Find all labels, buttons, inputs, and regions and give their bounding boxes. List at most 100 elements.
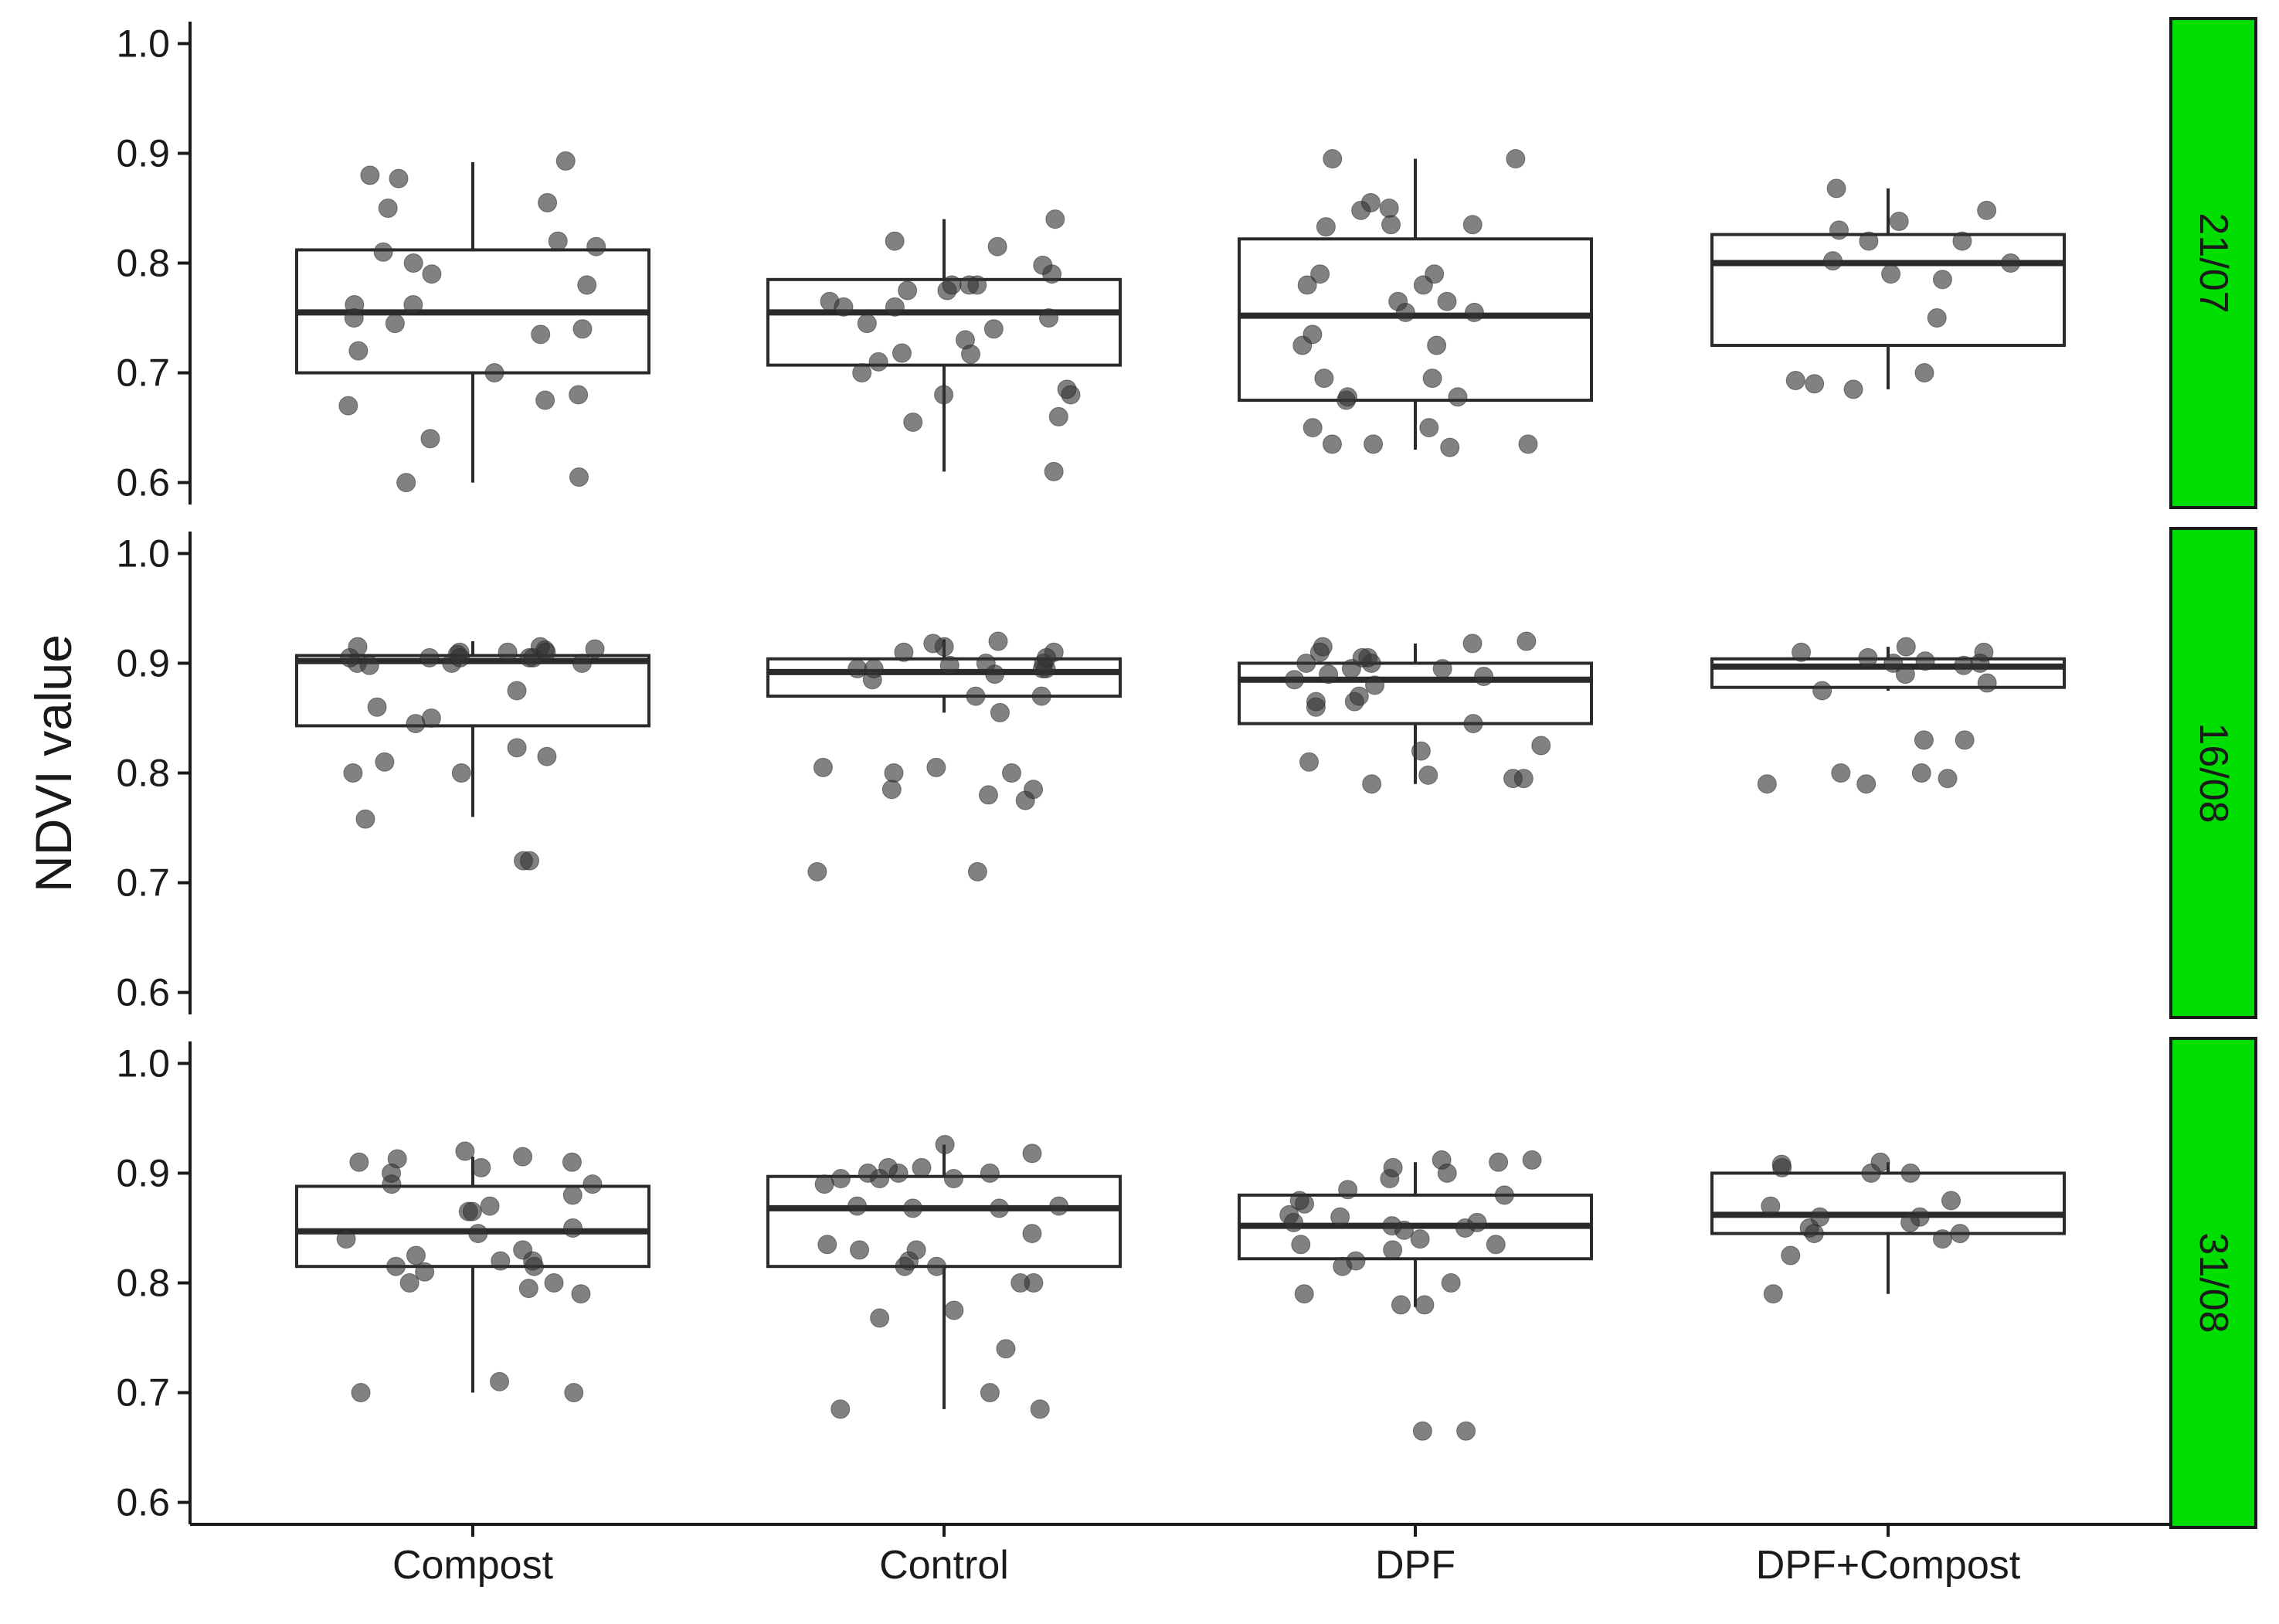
data-point	[926, 757, 946, 777]
data-point	[1474, 667, 1494, 686]
x-category-label: DPF	[1375, 1543, 1455, 1588]
data-point	[1914, 363, 1934, 383]
data-point	[1044, 461, 1064, 481]
data-point	[1494, 1185, 1514, 1205]
data-point	[1522, 1150, 1542, 1170]
box-group	[1710, 1152, 2066, 1304]
data-point	[1289, 1191, 1309, 1211]
data-point	[1323, 149, 1343, 169]
data-point	[582, 1174, 603, 1194]
data-point	[555, 151, 576, 171]
data-point	[406, 1245, 426, 1266]
data-point	[926, 1256, 946, 1276]
data-point	[338, 396, 358, 416]
data-point	[943, 1169, 963, 1189]
data-point	[817, 1235, 837, 1255]
data-point	[881, 780, 902, 800]
data-point	[870, 1308, 890, 1328]
data-point	[830, 1399, 851, 1419]
data-point	[1831, 763, 1851, 783]
data-point	[923, 634, 943, 654]
box-iqr	[1238, 237, 1593, 403]
data-point	[1437, 1163, 1457, 1183]
data-point	[585, 639, 605, 659]
data-point	[830, 1169, 851, 1189]
data-point	[1422, 369, 1442, 389]
box-group	[1238, 631, 1593, 794]
data-point	[1024, 780, 1044, 800]
data-point	[569, 385, 589, 405]
data-point	[1410, 1229, 1430, 1249]
data-point	[1440, 437, 1460, 457]
data-point	[885, 231, 905, 251]
data-point	[1462, 634, 1483, 654]
data-point	[1432, 659, 1452, 679]
data-point	[378, 198, 398, 218]
data-point	[382, 1163, 402, 1183]
data-point	[455, 1141, 475, 1161]
data-point	[1427, 335, 1447, 355]
data-point	[814, 1174, 834, 1194]
data-point	[834, 297, 854, 317]
data-point	[1456, 1421, 1476, 1441]
data-point	[1518, 434, 1538, 454]
data-point	[1531, 736, 1551, 756]
box-group	[295, 151, 650, 493]
data-point	[523, 1251, 543, 1271]
data-point	[1061, 385, 1081, 405]
data-point	[399, 1273, 419, 1293]
box-group	[766, 631, 1122, 882]
facet-panel: 0.6 0.7 0.8 0.9 1.0 Compost Control DPF DPF+Comp…	[116, 1037, 2257, 1588]
data-point	[1362, 774, 1382, 794]
data-point	[1506, 149, 1526, 169]
facet-strip	[2169, 1037, 2257, 1529]
data-point	[1489, 1152, 1509, 1172]
y-tick-label: 0.6	[116, 461, 170, 505]
data-point	[1383, 1157, 1403, 1177]
data-point	[471, 1157, 491, 1177]
data-point	[520, 851, 540, 871]
data-point	[980, 1163, 1000, 1183]
data-point	[1826, 178, 1846, 199]
data-point	[348, 637, 368, 657]
data-point	[544, 1273, 564, 1293]
data-point	[1761, 1196, 1781, 1216]
data-point	[351, 1383, 371, 1403]
data-point	[939, 655, 959, 675]
data-point	[1895, 664, 1915, 685]
y-tick-label: 0.7	[116, 861, 170, 905]
data-point	[385, 314, 405, 334]
data-point	[1911, 763, 1931, 783]
data-point	[935, 1135, 955, 1155]
data-point	[852, 363, 872, 383]
data-point	[1419, 418, 1439, 438]
data-point	[1513, 769, 1533, 789]
data-point	[1463, 714, 1483, 734]
data-point	[906, 1240, 926, 1260]
box-group	[1710, 178, 2066, 399]
data-point	[1792, 642, 1812, 662]
data-point	[571, 1284, 591, 1304]
data-point	[1950, 1224, 1970, 1244]
data-point	[1781, 1245, 1801, 1266]
y-tick-label: 0.8	[116, 752, 170, 795]
data-point	[1297, 275, 1317, 295]
data-point	[562, 1185, 582, 1205]
data-point	[1022, 1224, 1042, 1244]
data-point	[373, 242, 393, 262]
data-point	[934, 385, 954, 405]
data-point	[1039, 308, 1059, 328]
data-point	[563, 1218, 583, 1238]
box-group	[295, 637, 650, 871]
data-point	[1856, 774, 1877, 794]
data-point	[1462, 215, 1483, 235]
data-point	[894, 642, 914, 662]
data-point	[564, 1383, 584, 1403]
data-point	[903, 412, 923, 432]
data-point	[1299, 752, 1320, 772]
data-point	[569, 467, 589, 487]
box-group	[1710, 637, 2066, 794]
data-point	[396, 473, 416, 493]
data-point	[912, 1157, 932, 1177]
